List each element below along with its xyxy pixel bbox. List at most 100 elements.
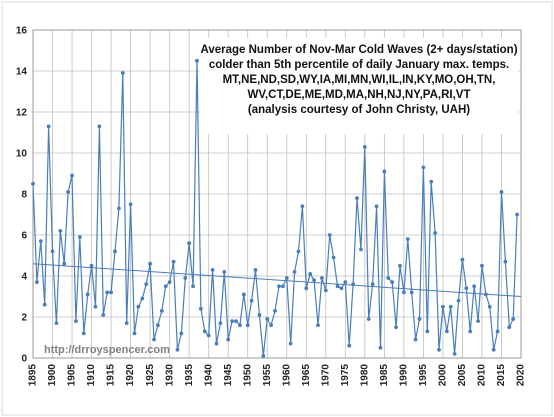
data-point bbox=[511, 317, 516, 321]
y-axis-tick-labels: 0 2 4 6 8 10 12 14 16 bbox=[16, 26, 28, 365]
data-point bbox=[198, 306, 203, 311]
data-point bbox=[359, 247, 363, 252]
data-point bbox=[300, 204, 305, 209]
data-point bbox=[97, 124, 102, 129]
data-point bbox=[351, 282, 356, 287]
data-point bbox=[81, 331, 86, 336]
data-point bbox=[109, 290, 113, 295]
data-point bbox=[413, 337, 418, 342]
data-point bbox=[452, 352, 457, 356]
data-point bbox=[343, 280, 348, 285]
data-point bbox=[226, 337, 231, 342]
data-point bbox=[46, 124, 51, 129]
data-point bbox=[362, 144, 367, 149]
data-point bbox=[159, 308, 164, 313]
data-point bbox=[499, 190, 504, 194]
data-point bbox=[167, 280, 172, 285]
data-point bbox=[366, 317, 371, 321]
y-tick-label: 6 bbox=[21, 231, 27, 242]
data-point bbox=[390, 280, 395, 285]
x-tick-label: 1960 bbox=[281, 364, 292, 387]
data-point bbox=[464, 286, 469, 291]
data-point bbox=[183, 276, 188, 280]
x-tick-label: 1975 bbox=[340, 364, 351, 387]
data-point bbox=[429, 179, 434, 184]
x-tick-label: 1930 bbox=[164, 364, 175, 387]
y-tick-label: 16 bbox=[16, 26, 28, 37]
source-credit: http://drroyspencer.com bbox=[44, 344, 170, 356]
data-point bbox=[401, 290, 406, 295]
data-point bbox=[483, 292, 488, 297]
data-point bbox=[206, 333, 211, 338]
x-tick-label: 1945 bbox=[223, 364, 234, 387]
x-tick-label: 1985 bbox=[379, 364, 390, 387]
data-point bbox=[468, 329, 473, 334]
x-tick-label: 2010 bbox=[477, 364, 488, 387]
data-point bbox=[261, 354, 266, 358]
data-point bbox=[292, 270, 297, 274]
title-line: MT,NE,ND,SD,WY,IA,MI,MN,WI,IL,IN,KY,MO,O… bbox=[223, 74, 496, 86]
data-point bbox=[238, 323, 242, 328]
data-point bbox=[331, 255, 336, 260]
data-point bbox=[421, 165, 426, 170]
data-point bbox=[222, 270, 227, 274]
data-point bbox=[312, 278, 316, 282]
x-axis-tick-labels: 1895 1900 1905 1910 1915 1920 1925 1930 1935 1940… bbox=[28, 364, 527, 387]
data-point bbox=[163, 284, 168, 289]
data-point bbox=[269, 323, 274, 328]
x-tick-label: 1900 bbox=[47, 364, 58, 387]
data-point bbox=[394, 325, 398, 330]
data-point bbox=[156, 323, 160, 328]
data-point bbox=[491, 347, 496, 352]
data-point bbox=[214, 341, 219, 346]
data-point bbox=[152, 337, 156, 342]
data-point bbox=[202, 329, 207, 334]
data-point bbox=[355, 196, 359, 201]
data-point bbox=[503, 259, 508, 264]
data-point bbox=[144, 282, 149, 287]
data-point bbox=[101, 313, 106, 317]
x-tick-label: 1965 bbox=[301, 364, 312, 387]
data-point bbox=[234, 319, 238, 323]
data-point bbox=[124, 321, 129, 326]
data-point bbox=[218, 321, 223, 326]
data-point bbox=[327, 233, 332, 237]
x-tick-label: 2005 bbox=[457, 364, 468, 387]
data-point bbox=[347, 343, 352, 348]
data-point bbox=[319, 276, 324, 280]
trend-line bbox=[32, 263, 522, 297]
data-point bbox=[136, 304, 141, 309]
x-tick-label: 1905 bbox=[67, 364, 78, 387]
y-tick-label: 0 bbox=[21, 354, 27, 365]
data-point bbox=[304, 286, 309, 291]
data-point bbox=[38, 239, 43, 244]
data-point bbox=[480, 263, 484, 268]
title-backdrop bbox=[200, 38, 518, 134]
x-tick-label: 2020 bbox=[516, 364, 527, 387]
x-tick-label: 1940 bbox=[203, 364, 214, 387]
data-point bbox=[437, 347, 441, 352]
title-line: WV,CT,DE,ME,MD,MA,NH,NJ,NY,PA,RI,VT bbox=[248, 89, 471, 101]
y-tick-label: 8 bbox=[21, 190, 27, 201]
data-point bbox=[370, 282, 375, 287]
data-point bbox=[249, 298, 254, 303]
data-point bbox=[191, 284, 195, 289]
data-point bbox=[85, 292, 90, 297]
data-point bbox=[409, 290, 414, 295]
data-point bbox=[70, 173, 74, 178]
data-point bbox=[187, 241, 192, 246]
data-point bbox=[230, 319, 235, 323]
data-point bbox=[444, 329, 449, 334]
data-point bbox=[378, 345, 383, 350]
data-point bbox=[105, 290, 110, 295]
data-point bbox=[335, 284, 340, 289]
x-tick-label: 1970 bbox=[320, 364, 331, 387]
data-point bbox=[433, 231, 438, 235]
x-tick-label: 2000 bbox=[438, 364, 449, 387]
x-tick-label: 1925 bbox=[145, 364, 156, 387]
chart-title: Average Number of Nov-Mar Cold Waves (2+… bbox=[200, 44, 517, 116]
x-tick-label: 1895 bbox=[28, 364, 39, 387]
y-tick-label: 10 bbox=[16, 149, 28, 160]
data-point bbox=[405, 237, 410, 242]
